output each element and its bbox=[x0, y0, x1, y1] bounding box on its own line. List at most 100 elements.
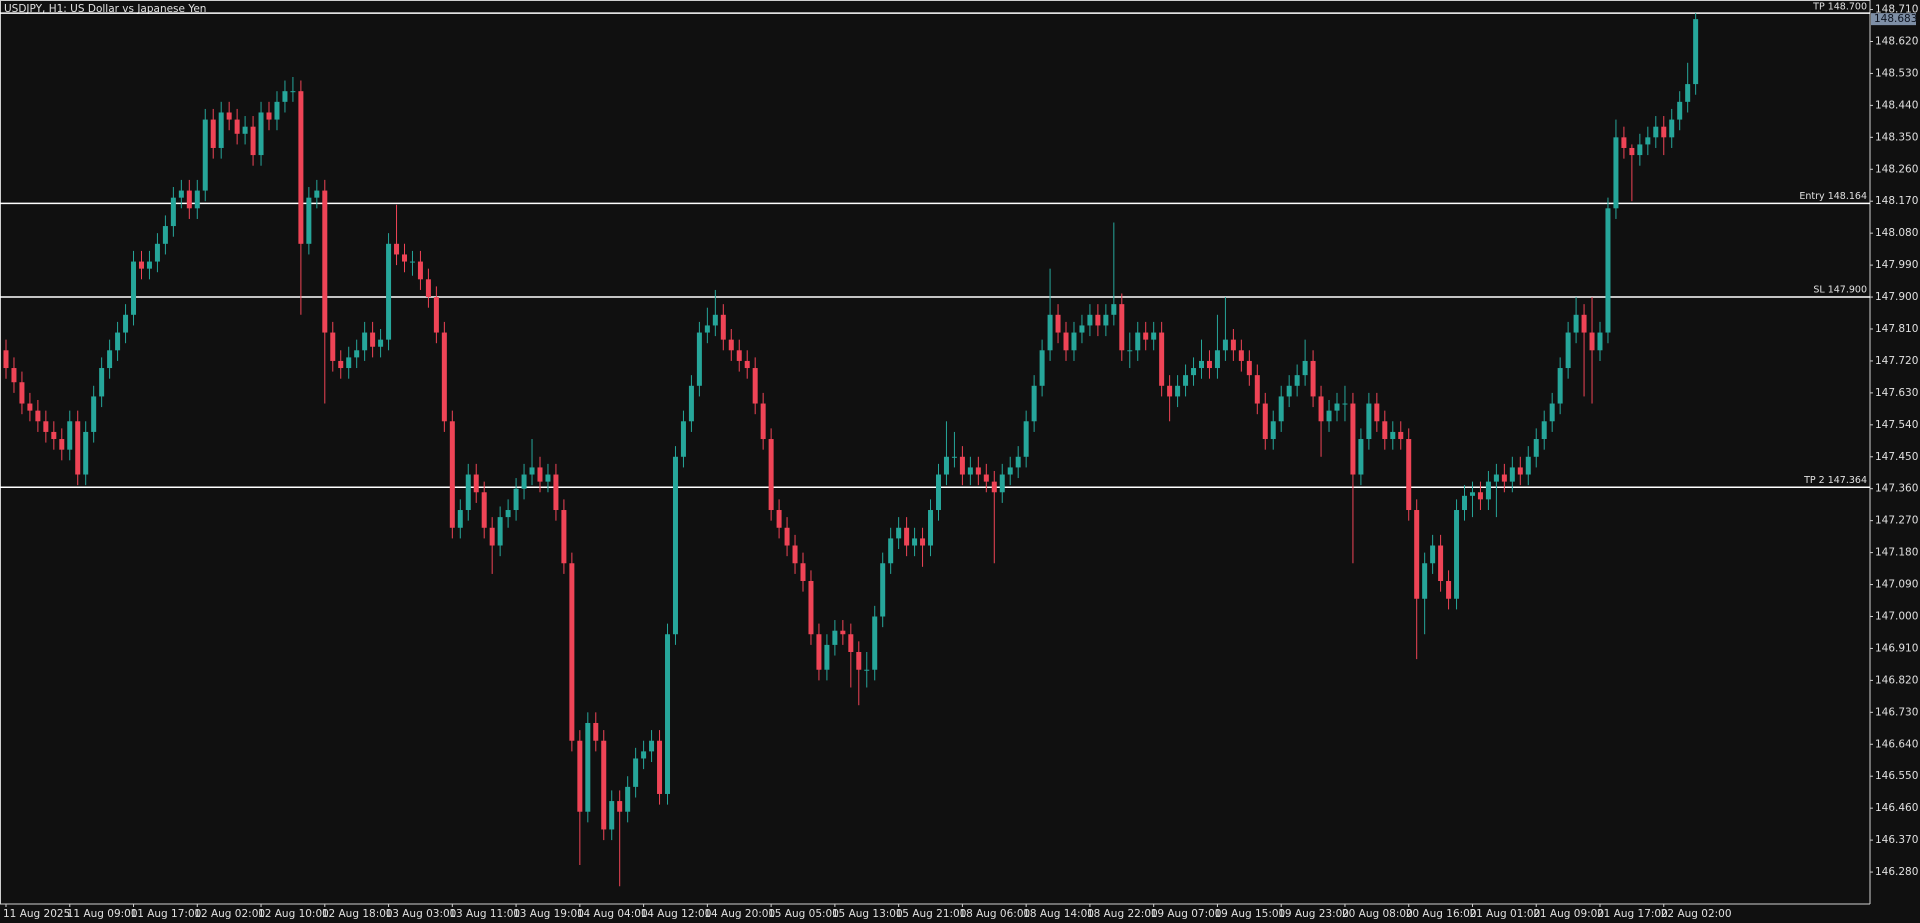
x-tick-label: 14 Aug 12:00 bbox=[641, 908, 712, 920]
candle-body bbox=[649, 740, 655, 752]
candle-body bbox=[43, 421, 49, 432]
x-tick-label: 11 Aug 2025 bbox=[3, 908, 70, 920]
candle-body bbox=[1358, 439, 1364, 475]
y-tick-label: 147.270 bbox=[1875, 515, 1918, 527]
candle-body bbox=[1159, 332, 1165, 386]
candle-body bbox=[1422, 563, 1428, 599]
candle-body bbox=[290, 91, 296, 93]
x-tick-label: 21 Aug 17:00 bbox=[1597, 908, 1668, 920]
candle-body bbox=[218, 112, 224, 148]
candle-body bbox=[178, 190, 184, 198]
candle-body bbox=[386, 243, 392, 340]
y-tick-label: 148.080 bbox=[1875, 227, 1918, 239]
candle-body bbox=[680, 421, 686, 457]
candle-body bbox=[609, 801, 615, 830]
candle-body bbox=[67, 421, 73, 450]
y-tick-label: 147.450 bbox=[1875, 451, 1918, 463]
candle-body bbox=[561, 510, 567, 564]
candle-body bbox=[792, 545, 798, 564]
candle-body bbox=[417, 261, 423, 280]
candle-body bbox=[11, 368, 17, 383]
candle-body bbox=[585, 722, 591, 812]
candle-body bbox=[1278, 396, 1284, 422]
candle-body bbox=[1605, 208, 1611, 333]
x-tick-label: 19 Aug 23:00 bbox=[1278, 908, 1349, 920]
candle-body bbox=[896, 527, 902, 539]
x-tick-label: 21 Aug 01:00 bbox=[1469, 908, 1540, 920]
candle-body bbox=[951, 456, 957, 458]
x-tick-label: 11 Aug 09:00 bbox=[67, 908, 138, 920]
candle-body bbox=[856, 651, 862, 670]
y-tick-label: 147.900 bbox=[1875, 291, 1918, 303]
candle-body bbox=[1055, 314, 1061, 333]
candle-body bbox=[1589, 332, 1595, 351]
candle-body bbox=[131, 261, 137, 315]
candle-body bbox=[1438, 545, 1444, 582]
candle-body bbox=[633, 758, 639, 787]
candle-body bbox=[617, 801, 623, 812]
candle-body bbox=[1446, 581, 1452, 599]
candle-body bbox=[402, 254, 407, 262]
candle-body bbox=[282, 91, 288, 102]
candle-body bbox=[1103, 314, 1109, 326]
candle-body bbox=[1270, 421, 1276, 440]
level-label: SL 147.900 bbox=[1813, 285, 1867, 296]
x-tick-label: 12 Aug 02:00 bbox=[194, 908, 265, 920]
candle-body bbox=[186, 190, 192, 209]
candle-body bbox=[1414, 510, 1420, 599]
y-tick-label: 148.260 bbox=[1875, 163, 1918, 175]
candle-body bbox=[457, 510, 463, 528]
candle-body bbox=[123, 314, 129, 333]
candle-body bbox=[441, 332, 447, 422]
candle-body bbox=[625, 786, 631, 812]
candle-body bbox=[425, 279, 431, 298]
candle-body bbox=[553, 474, 559, 511]
candle-body bbox=[1469, 492, 1475, 496]
candle-body bbox=[967, 467, 973, 475]
candle-body bbox=[999, 474, 1005, 493]
candle-body bbox=[1509, 467, 1515, 482]
candle-body bbox=[1430, 545, 1436, 564]
candle-body bbox=[983, 474, 989, 482]
candle-body bbox=[3, 350, 9, 369]
candle-body bbox=[1222, 339, 1228, 351]
candle-body bbox=[330, 332, 336, 361]
candle-body bbox=[1143, 332, 1149, 340]
candle-body bbox=[306, 197, 312, 244]
candle-body bbox=[824, 644, 830, 670]
candle-body bbox=[1199, 360, 1204, 369]
candle-body bbox=[497, 517, 503, 546]
candle-body bbox=[1621, 137, 1627, 148]
x-tick-label: 15 Aug 21:00 bbox=[896, 908, 967, 920]
candle-body bbox=[1629, 147, 1635, 156]
candle-body bbox=[433, 297, 439, 333]
candle-body bbox=[1183, 375, 1189, 386]
candle-body bbox=[1525, 456, 1531, 475]
x-tick-label: 14 Aug 04:00 bbox=[577, 908, 648, 920]
y-tick-label: 147.630 bbox=[1875, 387, 1918, 399]
candle-body bbox=[1477, 492, 1483, 500]
price-label: 148.683 bbox=[1874, 13, 1917, 25]
candle-body bbox=[354, 350, 360, 358]
candle-body bbox=[872, 616, 878, 670]
candle-body bbox=[19, 382, 25, 404]
candle-body bbox=[920, 538, 926, 546]
candle-body bbox=[1127, 350, 1133, 352]
candle-body bbox=[138, 261, 144, 269]
y-tick-label: 148.620 bbox=[1875, 35, 1918, 47]
price-box bbox=[1871, 13, 1916, 26]
candle-body bbox=[928, 510, 934, 546]
candle-body bbox=[242, 126, 248, 134]
candle-body bbox=[154, 243, 160, 262]
candle-body bbox=[346, 357, 352, 369]
x-tick-label: 20 Aug 16:00 bbox=[1406, 908, 1477, 920]
candle-body bbox=[1071, 332, 1077, 351]
candle-body bbox=[338, 360, 344, 369]
candle-body bbox=[1677, 101, 1683, 120]
level-label: TP 148.700 bbox=[1812, 2, 1867, 13]
candle-body bbox=[1023, 421, 1029, 457]
candle-body bbox=[864, 669, 870, 671]
candle-body bbox=[91, 396, 97, 432]
candle-body bbox=[1613, 137, 1619, 209]
candle-body bbox=[1039, 350, 1045, 386]
